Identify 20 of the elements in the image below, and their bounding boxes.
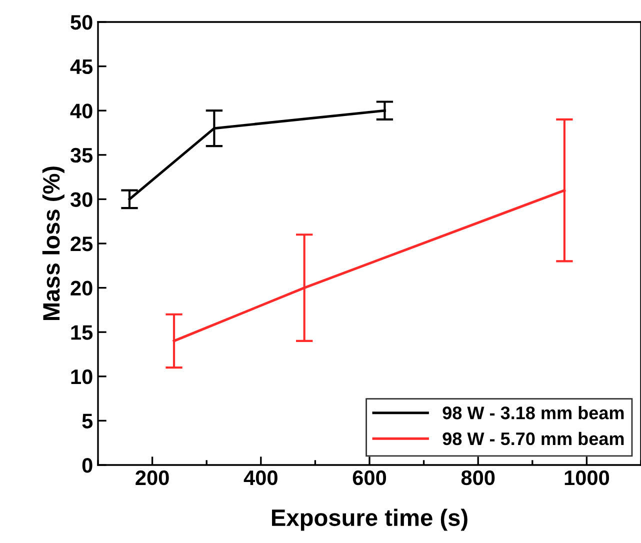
y-tick-label: 35 <box>70 148 93 163</box>
x-tick-label: 1000 <box>564 470 610 486</box>
legend-label: 98 W - 5.70 mm beam <box>442 432 624 446</box>
y-tick-label: 25 <box>70 236 93 252</box>
y-tick-label: 20 <box>70 280 92 296</box>
y-tick-label: 30 <box>70 192 92 207</box>
x-tick-label: 200 <box>136 470 169 486</box>
x-axis-title: Exposure time (s) <box>272 508 468 531</box>
y-tick-label: 45 <box>70 60 93 74</box>
y-tick-label: 5 <box>82 414 93 428</box>
legend-label: 98 W - 3.18 mm beam <box>442 406 624 420</box>
y-tick-label: 40 <box>70 104 92 118</box>
x-tick-label: 800 <box>461 470 495 486</box>
x-tick-label: 400 <box>244 470 278 486</box>
x-tick-label: 600 <box>352 470 386 486</box>
y-tick-label: 0 <box>82 458 92 473</box>
y-tick-label: 50 <box>70 15 92 30</box>
y-axis-title: Mass loss (%) <box>42 166 64 320</box>
y-tick-label: 15 <box>71 325 93 340</box>
y-tick-label: 10 <box>71 369 92 384</box>
